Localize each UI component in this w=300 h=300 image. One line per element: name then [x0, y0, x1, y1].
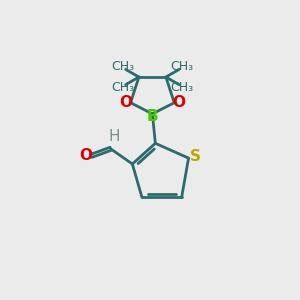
- Text: H: H: [109, 129, 120, 144]
- Text: CH₃: CH₃: [170, 81, 194, 94]
- Text: O: O: [172, 95, 185, 110]
- Text: B: B: [147, 109, 158, 124]
- Text: CH₃: CH₃: [111, 60, 134, 73]
- Text: CH₃: CH₃: [111, 81, 134, 94]
- Text: O: O: [80, 148, 92, 163]
- Text: S: S: [190, 149, 200, 164]
- Text: CH₃: CH₃: [170, 60, 194, 73]
- Text: O: O: [119, 95, 132, 110]
